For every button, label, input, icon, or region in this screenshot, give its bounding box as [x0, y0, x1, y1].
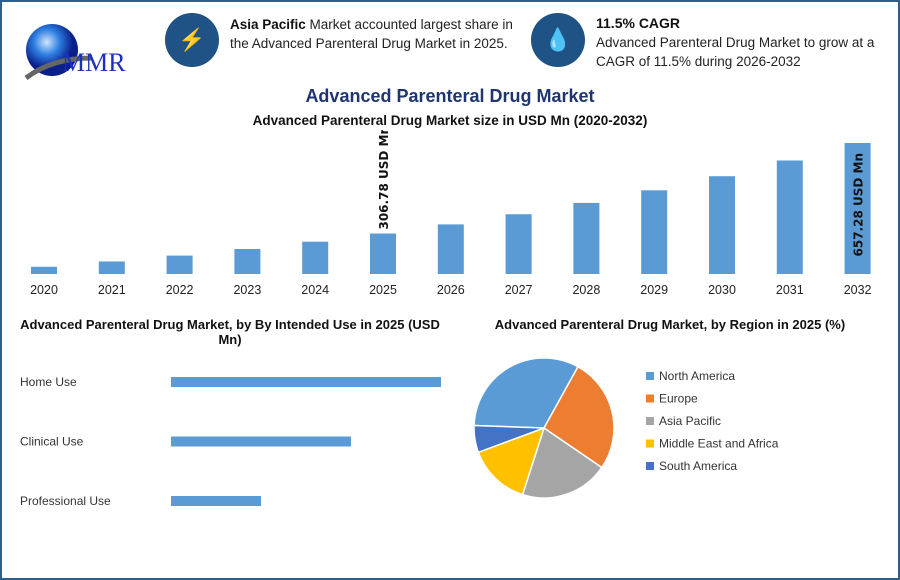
x-tick-label: 2027 — [505, 283, 533, 297]
bar-2027 — [505, 214, 532, 274]
legend-label: Middle East and Africa — [659, 437, 779, 451]
x-tick-label: 2030 — [708, 283, 736, 297]
x-tick-label: 2028 — [572, 283, 600, 297]
category-label: Clinical Use — [20, 435, 84, 449]
x-tick-label: 2029 — [640, 283, 668, 297]
info-text: Market accounted largest share in the Ad… — [230, 17, 513, 51]
hbar-Home Use — [171, 377, 441, 387]
info-bold: Asia Pacific — [230, 17, 306, 32]
bar-2031 — [776, 160, 803, 274]
info-text: Advanced Parenteral Drug Market to grow … — [596, 35, 875, 69]
hbar-chart-title: Advanced Parenteral Drug Market, by By I… — [20, 317, 440, 347]
x-tick-label: 2023 — [233, 283, 261, 297]
legend-swatch — [646, 394, 654, 403]
main-title: Advanced Parenteral Drug Market — [305, 86, 595, 106]
x-tick-label: 2032 — [844, 283, 872, 297]
bar-2020 — [31, 266, 57, 274]
data-label: 306.78 USD Mn — [377, 130, 391, 230]
category-label: Home Use — [20, 375, 77, 389]
bar-2026 — [437, 224, 464, 274]
x-tick-label: 2025 — [369, 283, 397, 297]
logo: MMR — [22, 18, 142, 88]
bar-2025 — [370, 233, 396, 274]
pie-slice-middle-east-and-africa — [477, 426, 546, 496]
legend-label: Asia Pacific — [659, 414, 721, 428]
hbar-Clinical Use — [171, 436, 351, 447]
legend-label: North America — [659, 369, 735, 383]
bar-2021 — [98, 261, 125, 274]
x-tick-label: 2021 — [98, 283, 126, 297]
info-bold: 11.5% CAGR — [596, 15, 681, 31]
category-label: Professional Use — [20, 494, 111, 508]
bar-chart-title: Advanced Parenteral Drug Market size in … — [252, 113, 648, 128]
legend-label: South America — [659, 459, 737, 473]
legend-swatch — [646, 439, 654, 448]
pie-slice-europe — [543, 365, 615, 469]
x-tick-label: 2026 — [437, 283, 465, 297]
legend-swatch — [646, 372, 654, 380]
bar-2028 — [573, 202, 600, 274]
globe-icon — [24, 24, 93, 81]
logo-text: MMR — [62, 48, 126, 77]
legend-swatch — [646, 462, 654, 470]
info-card-cagr: 11.5% CAGR Advanced Parenteral Drug Marke… — [596, 14, 894, 71]
drop-icon: 💧 — [531, 13, 585, 67]
bar-2022 — [166, 255, 193, 274]
legend-swatch — [646, 417, 654, 425]
x-tick-label: 2022 — [166, 283, 194, 297]
bar-2024 — [302, 241, 329, 274]
pie-chart-title: Advanced Parenteral Drug Market, by Regi… — [494, 317, 846, 332]
bar-chart: 2020 2021 2022 2023 2024 2025 306.78 USD Mn 202… — [30, 130, 872, 297]
hbar-Professional Use — [171, 496, 261, 506]
bar-2023 — [234, 249, 261, 274]
info-card-region: Asia Pacific Market accounted largest sh… — [230, 15, 526, 53]
x-tick-label: 2024 — [301, 283, 329, 297]
bar-2032 — [844, 143, 871, 274]
bar-2029 — [641, 190, 668, 274]
pie-slice-south-america — [473, 424, 545, 454]
lightning-icon: ⚡ — [165, 13, 219, 67]
legend-label: Europe — [659, 392, 698, 406]
pie-chart: North America Europe Asia Pacific Middle Ea… — [473, 357, 779, 499]
x-tick-label: 2020 — [30, 283, 58, 297]
data-label: 657.28 USD Mn — [852, 153, 866, 257]
pie-slice-asia-pacific — [521, 426, 603, 499]
pie-slice-north-america — [473, 357, 579, 429]
x-tick-label: 2031 — [776, 283, 804, 297]
bar-2030 — [709, 176, 735, 274]
hbar-chart: Home Use Clinical Use Professional Use — [20, 375, 441, 508]
